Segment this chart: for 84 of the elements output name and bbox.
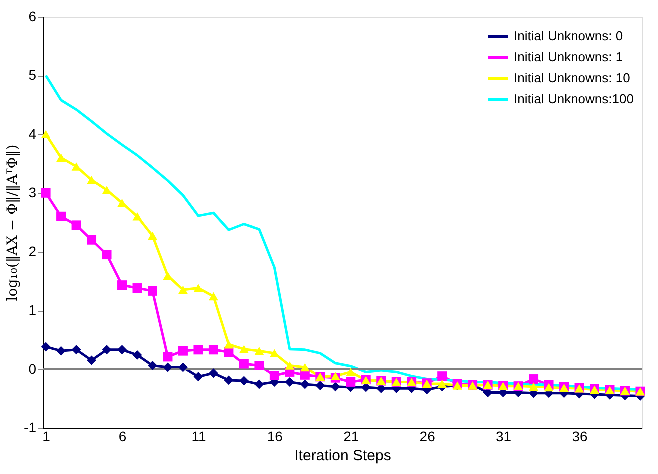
y-tick-label: 5 (28, 67, 37, 84)
point (254, 346, 264, 356)
point (529, 382, 539, 392)
point (330, 372, 340, 380)
point (87, 176, 97, 184)
point (194, 372, 204, 382)
point (529, 374, 539, 384)
point (239, 376, 249, 386)
point (56, 212, 66, 222)
legend-label: Initial Unknowns: 1 (514, 50, 624, 64)
point (330, 382, 340, 392)
point (208, 292, 218, 301)
point (300, 370, 310, 380)
point (438, 372, 448, 382)
x-tick-label: 11 (192, 428, 206, 444)
point (163, 272, 173, 280)
point (483, 388, 493, 398)
x-tick-label: 16 (267, 428, 284, 444)
point (285, 362, 295, 370)
point (87, 356, 97, 366)
point (544, 383, 554, 392)
point (102, 186, 112, 194)
y-axis-title: log₁₀(‖AX − Φ‖/‖AᵀΦ‖) (5, 144, 22, 302)
y-tick-label: 3 (28, 184, 37, 201)
y-tick-label: 0 (28, 360, 37, 377)
point (270, 349, 280, 358)
point (178, 346, 188, 356)
point (163, 362, 173, 372)
point (208, 345, 218, 355)
x-tick-label: 21 (344, 428, 360, 444)
point (178, 286, 188, 294)
point (300, 380, 310, 390)
point (148, 361, 158, 371)
point (41, 342, 51, 352)
legend-label: Initial Unknowns:100 (514, 92, 634, 106)
point (41, 188, 51, 198)
point (254, 380, 264, 390)
point (102, 345, 112, 355)
y-tick-label: 1 (28, 302, 37, 318)
point (254, 361, 264, 371)
point (118, 345, 127, 355)
point (239, 359, 249, 369)
point (132, 212, 142, 221)
x-tick-label: 6 (118, 428, 127, 444)
legend-label: Initial Unknowns: 0 (514, 28, 624, 44)
point (224, 348, 234, 358)
point (56, 346, 66, 356)
point (208, 368, 218, 378)
x-axis-title: Iteration Steps (294, 448, 392, 464)
point (132, 284, 142, 294)
point (118, 280, 127, 290)
y-tick-label: 6 (28, 8, 37, 24)
point (300, 363, 310, 372)
point (178, 362, 188, 372)
point (285, 377, 295, 387)
point (41, 130, 51, 139)
point (224, 376, 234, 386)
point (148, 232, 158, 240)
point (102, 250, 112, 260)
point (316, 380, 326, 390)
y-tick-label: 4 (28, 126, 37, 142)
x-tick-label: 1 (42, 428, 51, 444)
point (72, 220, 82, 230)
point (224, 340, 234, 349)
point (270, 371, 280, 380)
point (163, 352, 173, 362)
point (56, 154, 66, 162)
point (438, 380, 448, 388)
point (87, 235, 97, 245)
point (239, 345, 249, 354)
point (346, 368, 356, 376)
legend-label: Initial Unknowns: 10 (514, 70, 630, 86)
point (346, 377, 356, 387)
point (148, 286, 158, 296)
x-tick-label: 26 (420, 428, 436, 444)
point (132, 350, 142, 360)
point (72, 162, 82, 171)
y-tick-label: 2 (28, 243, 37, 260)
point (194, 284, 204, 292)
x-tick-label: 31 (496, 428, 512, 444)
x-tick-label: 36 (572, 428, 588, 444)
y-tick-label: -1 (24, 420, 37, 436)
point (194, 345, 204, 355)
point (72, 345, 82, 355)
